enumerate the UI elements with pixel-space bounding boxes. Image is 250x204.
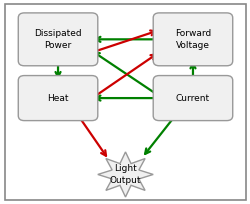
FancyBboxPatch shape [152, 75, 232, 121]
Polygon shape [98, 152, 152, 197]
FancyBboxPatch shape [18, 75, 98, 121]
Text: Dissipated
Power: Dissipated Power [34, 29, 82, 50]
Text: Heat: Heat [47, 94, 68, 103]
Text: Light
Output: Light Output [109, 164, 141, 185]
Text: Current: Current [175, 94, 209, 103]
FancyBboxPatch shape [18, 13, 98, 66]
FancyBboxPatch shape [152, 13, 232, 66]
Text: Forward
Voltage: Forward Voltage [174, 29, 210, 50]
